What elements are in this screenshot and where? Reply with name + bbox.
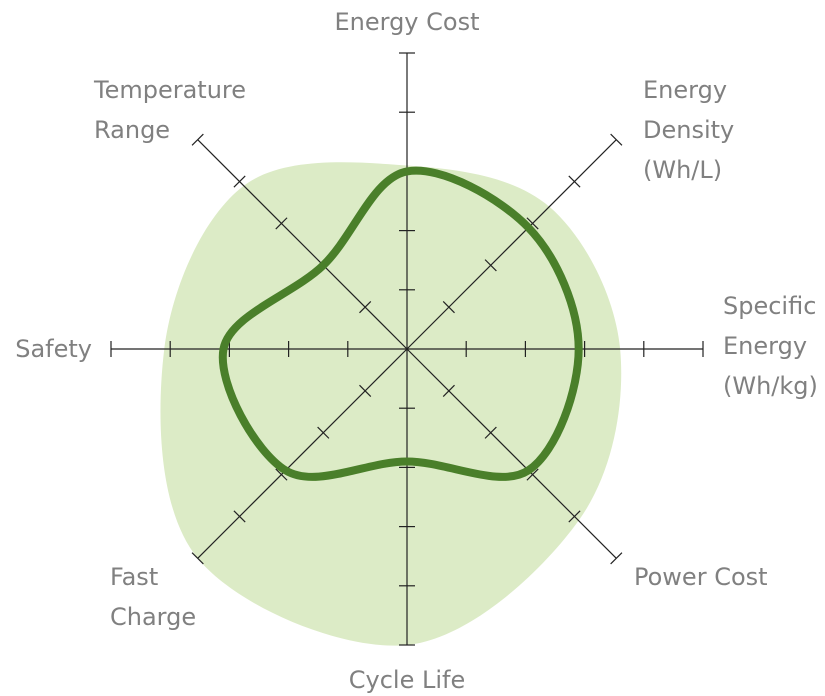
- tick-mark: [526, 217, 539, 230]
- series-line: [218, 166, 583, 481]
- axis-end: [191, 133, 204, 146]
- series-area: [160, 162, 622, 646]
- tick-mark: [568, 175, 581, 188]
- axis-line: [197, 139, 408, 350]
- axis-line: [197, 348, 408, 559]
- tick-mark: [526, 468, 539, 481]
- category-label: Energy Cost: [334, 8, 480, 36]
- tick-mark: [484, 259, 497, 272]
- category-label: Safety: [15, 335, 92, 363]
- tick-mark: [442, 384, 455, 397]
- category-label: Temperature Range: [94, 76, 247, 144]
- tick-mark: [484, 426, 497, 439]
- axis-end: [610, 552, 623, 565]
- tick-mark: [275, 468, 288, 481]
- axis-line: [406, 139, 617, 350]
- tick-mark: [359, 384, 372, 397]
- tick-mark: [275, 217, 288, 230]
- tick-mark: [233, 175, 246, 188]
- category-label: Cycle Life: [348, 666, 466, 694]
- tick-mark: [359, 301, 372, 314]
- category-label: Specific Energy (Wh/kg): [723, 292, 818, 400]
- axis-end: [610, 133, 623, 146]
- category-label: Power Cost: [634, 563, 768, 591]
- tick-mark: [317, 426, 330, 439]
- tick-mark: [233, 510, 246, 523]
- axis-line: [406, 348, 617, 559]
- tick-mark: [442, 301, 455, 314]
- category-label: Energy Density (Wh/L): [643, 76, 735, 184]
- axis-end: [191, 552, 204, 565]
- category-label: Fast Charge: [110, 563, 197, 631]
- tick-mark: [568, 510, 581, 523]
